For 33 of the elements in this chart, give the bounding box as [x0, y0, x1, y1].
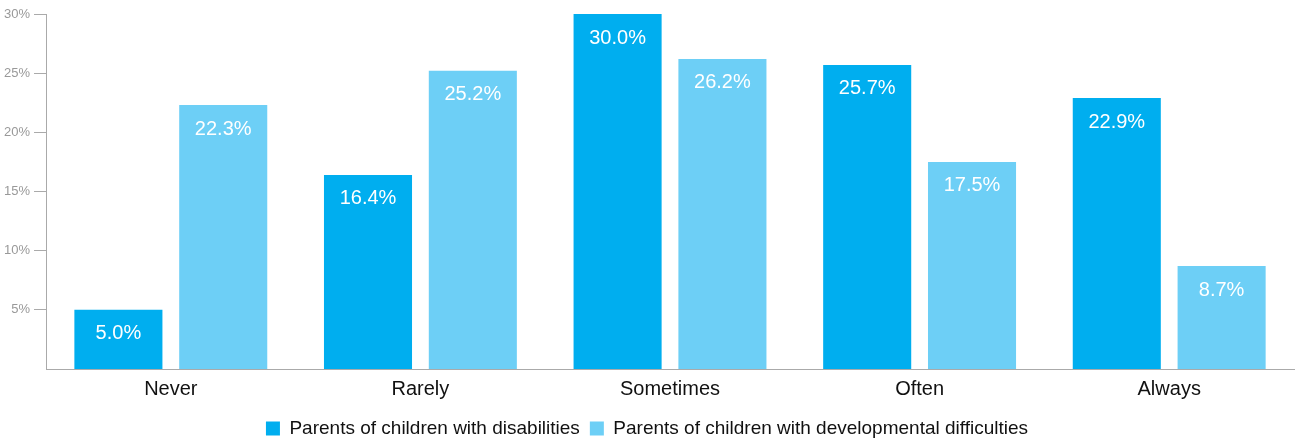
data-label: 17.5% [943, 173, 1001, 196]
bar [323, 174, 413, 369]
data-label: 30.0% [589, 25, 647, 48]
y-tick-label: 20% [3, 123, 31, 139]
data-label: 8.7% [1198, 277, 1245, 300]
bar [823, 64, 912, 369]
data-label: 16.4% [339, 186, 397, 209]
y-tick-label: 30% [3, 5, 31, 21]
legend-label: Parents of children with disabilities [289, 416, 580, 438]
y-tick-label: 10% [3, 242, 31, 258]
legend-label: Parents of children with developmental difficulties [613, 416, 1029, 438]
y-tick-label: 5% [11, 301, 31, 317]
bar [1177, 266, 1266, 369]
data-label: 25.2% [444, 82, 502, 105]
x-tick-label: Rarely [391, 376, 450, 399]
x-tick-label: Always [1137, 376, 1201, 399]
x-tick-label: Often [895, 376, 945, 399]
x-tick-label: Sometimes [619, 376, 721, 399]
bar [927, 161, 1017, 369]
bar [179, 105, 268, 369]
y-tick-label: 25% [3, 64, 31, 80]
bar [74, 309, 163, 369]
data-label: 22.9% [1088, 109, 1146, 132]
y-tick-label: 15% [3, 183, 31, 199]
x-tick-label: Never [144, 376, 198, 399]
bar [573, 14, 662, 369]
bar [428, 70, 517, 369]
data-label: 25.7% [838, 76, 896, 99]
bar [1072, 98, 1161, 369]
data-label: 5.0% [95, 321, 142, 344]
data-label: 22.3% [194, 116, 252, 139]
data-label: 26.2% [694, 70, 751, 93]
bar [678, 58, 767, 369]
